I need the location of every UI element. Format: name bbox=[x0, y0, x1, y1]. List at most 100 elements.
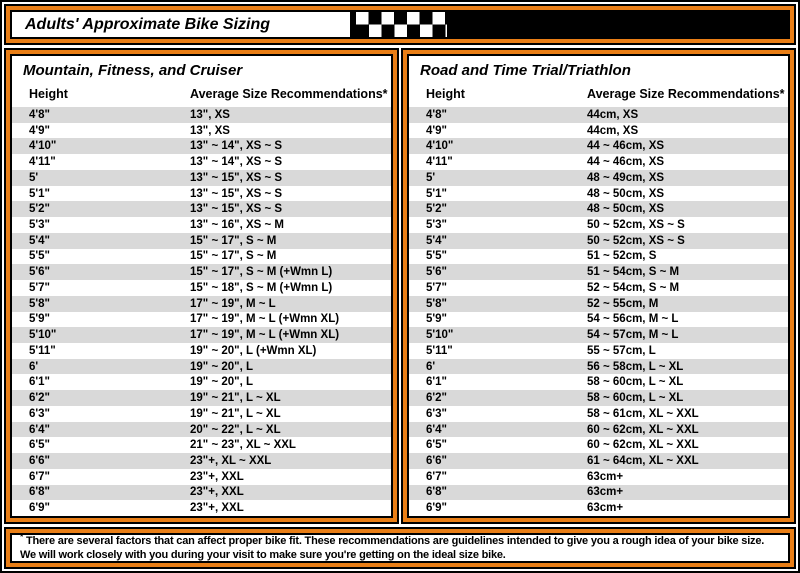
table-row: 4'11" 13" ~ 14", XS ~ S bbox=[12, 154, 391, 170]
height-cell: 5'7" bbox=[29, 281, 50, 294]
table-row: 5'3" 13" ~ 16", XS ~ M bbox=[12, 217, 391, 233]
table-row: 6'2" 58 ~ 60cm, L ~ XL bbox=[409, 390, 788, 406]
size-recommendation-cell: 13" ~ 15", XS ~ S bbox=[190, 203, 283, 216]
table-road-inner: Road and Time Trial/Triathlon Height Ave… bbox=[407, 54, 790, 518]
checkered-flag-icon bbox=[356, 12, 447, 37]
footnote-star: * bbox=[20, 531, 24, 542]
height-cell: 6'2" bbox=[426, 392, 447, 405]
size-recommendation-cell: 15" ~ 17", S ~ M bbox=[190, 250, 277, 263]
table-row: 6'4" 60 ~ 62cm, XL ~ XXL bbox=[409, 421, 788, 438]
table-row: 4'10" 13" ~ 14", XS ~ S bbox=[12, 138, 391, 155]
size-recommendation-cell: 50 ~ 52cm, XS ~ S bbox=[587, 219, 685, 231]
table-row: 6'1" 19" ~ 20", L bbox=[12, 374, 391, 390]
height-cell: 6'1" bbox=[29, 376, 50, 389]
size-recommendation-cell: 21" ~ 23", XL ~ XXL bbox=[190, 439, 296, 452]
table-row: 6'9" 23"+, XXL bbox=[12, 500, 391, 516]
table-road-time-trial-triathlon: Road and Time Trial/Triathlon Height Ave… bbox=[401, 48, 796, 524]
height-cell: 4'8" bbox=[29, 108, 50, 121]
column-header-row: Height Average Size Recommendations* bbox=[409, 80, 788, 107]
size-recommendation-cell: 56 ~ 58cm, L ~ XL bbox=[587, 360, 684, 373]
size-recommendation-cell: 17" ~ 19", M ~ L (+Wmn XL) bbox=[190, 329, 340, 342]
height-cell: 5'5" bbox=[426, 250, 447, 263]
height-cell: 6'2" bbox=[29, 392, 50, 405]
table-row: 5'1" 48 ~ 50cm, XS bbox=[409, 186, 788, 202]
table-row: 5'5" 51 ~ 52cm, S bbox=[409, 249, 788, 265]
table-row: 4'9" 13", XS bbox=[12, 123, 391, 139]
size-recommendation-cell: 13" ~ 16", XS ~ M bbox=[190, 219, 285, 231]
height-cell: 5'11" bbox=[426, 344, 453, 357]
table-row: 5'7" 15" ~ 18", S ~ M (+Wmn L) bbox=[12, 280, 391, 296]
height-cell: 6'9" bbox=[29, 502, 50, 515]
table-row: 4'8" 44cm, XS bbox=[409, 107, 788, 123]
table-mountain-fitness-cruiser: Mountain, Fitness, and Cruiser Height Av… bbox=[4, 48, 399, 524]
column-header-height: Height bbox=[29, 87, 68, 101]
size-recommendation-cell: 63cm+ bbox=[587, 486, 624, 499]
table-row: 5'10" 17" ~ 19", M ~ L (+Wmn XL) bbox=[12, 327, 391, 344]
height-cell: 4'10" bbox=[29, 140, 57, 153]
height-cell: 5'2" bbox=[426, 203, 447, 216]
table-row: 6' 56 ~ 58cm, L ~ XL bbox=[409, 358, 788, 375]
table-row: 5'9" 54 ~ 56cm, M ~ L bbox=[409, 312, 788, 328]
height-cell: 5'4" bbox=[29, 234, 50, 247]
table-row: 6'8" 23"+, XXL bbox=[12, 484, 391, 501]
size-recommendation-cell: 48 ~ 50cm, XS bbox=[587, 203, 665, 216]
table-row: 5'8" 17" ~ 19", M ~ L bbox=[12, 295, 391, 312]
table-row: 6'5" 21" ~ 23", XL ~ XXL bbox=[12, 437, 391, 453]
table-row: 5' 13" ~ 15", XS ~ S bbox=[12, 169, 391, 186]
height-cell: 5'5" bbox=[29, 250, 50, 263]
height-cell: 6'5" bbox=[426, 439, 447, 452]
size-recommendation-cell: 52 ~ 54cm, S ~ M bbox=[587, 281, 680, 294]
size-recommendation-cell: 60 ~ 62cm, XL ~ XXL bbox=[587, 423, 699, 436]
height-cell: 6'4" bbox=[29, 423, 50, 436]
height-cell: 5'11" bbox=[29, 344, 56, 357]
size-recommendation-cell: 50 ~ 52cm, XS ~ S bbox=[587, 234, 685, 247]
table-row: 6'2" 19" ~ 21", L ~ XL bbox=[12, 390, 391, 406]
table-row: 6'8" 63cm+ bbox=[409, 484, 788, 501]
size-recommendation-cell: 15" ~ 17", S ~ M bbox=[190, 234, 277, 247]
height-cell: 6'8" bbox=[29, 486, 50, 499]
height-cell: 5'6" bbox=[29, 266, 50, 279]
height-cell: 5'3" bbox=[29, 219, 50, 231]
size-recommendation-cell: 13" ~ 15", XS ~ S bbox=[190, 171, 283, 184]
table-row: 5'4" 15" ~ 17", S ~ M bbox=[12, 232, 391, 249]
table-row: 5'2" 48 ~ 50cm, XS bbox=[409, 201, 788, 218]
height-cell: 6'1" bbox=[426, 376, 447, 389]
table-row: 4'11" 44 ~ 46cm, XS bbox=[409, 154, 788, 170]
size-recommendation-cell: 19" ~ 21", L ~ XL bbox=[190, 407, 281, 420]
size-recommendation-cell: 61 ~ 64cm, XL ~ XXL bbox=[587, 455, 699, 468]
table-row: 6'3" 19" ~ 21", L ~ XL bbox=[12, 406, 391, 422]
height-cell: 5'10" bbox=[29, 329, 57, 342]
height-cell: 5'1" bbox=[29, 187, 50, 200]
table-row: 5'3" 50 ~ 52cm, XS ~ S bbox=[409, 217, 788, 233]
height-cell: 6'6" bbox=[29, 455, 50, 468]
table-row: 6'4" 20" ~ 22", L ~ XL bbox=[12, 421, 391, 438]
table-row: 5'7" 52 ~ 54cm, S ~ M bbox=[409, 280, 788, 296]
size-recommendation-cell: 51 ~ 54cm, S ~ M bbox=[587, 266, 680, 279]
table-title: Road and Time Trial/Triathlon bbox=[420, 62, 631, 79]
table-row: 5'9" 17" ~ 19", M ~ L (+Wmn XL) bbox=[12, 312, 391, 328]
table-row: 6'1" 58 ~ 60cm, L ~ XL bbox=[409, 374, 788, 390]
height-cell: 6'5" bbox=[29, 439, 50, 452]
table-row: 5'10" 54 ~ 57cm, M ~ L bbox=[409, 327, 788, 344]
height-cell: 5'8" bbox=[426, 297, 447, 310]
size-recommendation-cell: 58 ~ 61cm, XL ~ XXL bbox=[587, 407, 699, 420]
height-cell: 6'7" bbox=[29, 470, 50, 483]
size-recommendation-cell: 23"+, XXL bbox=[190, 502, 244, 515]
height-cell: 4'9" bbox=[426, 124, 447, 137]
height-cell: 4'11" bbox=[426, 156, 453, 169]
height-cell: 5'3" bbox=[426, 219, 447, 231]
table-row: 4'9" 44cm, XS bbox=[409, 123, 788, 139]
table-row: 5'5" 15" ~ 17", S ~ M bbox=[12, 249, 391, 265]
table-row: 4'10" 44 ~ 46cm, XS bbox=[409, 138, 788, 155]
size-recommendation-cell: 51 ~ 52cm, S bbox=[587, 250, 657, 263]
footnote: * There are several factors that can aff… bbox=[10, 531, 790, 563]
size-recommendation-cell: 44cm, XS bbox=[587, 124, 639, 137]
height-cell: 6' bbox=[29, 360, 39, 373]
table-row: 6' 19" ~ 20", L bbox=[12, 358, 391, 375]
height-cell: 4'10" bbox=[426, 140, 454, 153]
table-row: 6'6" 61 ~ 64cm, XL ~ XXL bbox=[409, 453, 788, 469]
height-cell: 4'8" bbox=[426, 108, 447, 121]
header-bar: Adults' Approximate Bike Sizing bbox=[4, 4, 796, 45]
table-row: 6'7" 63cm+ bbox=[409, 469, 788, 485]
